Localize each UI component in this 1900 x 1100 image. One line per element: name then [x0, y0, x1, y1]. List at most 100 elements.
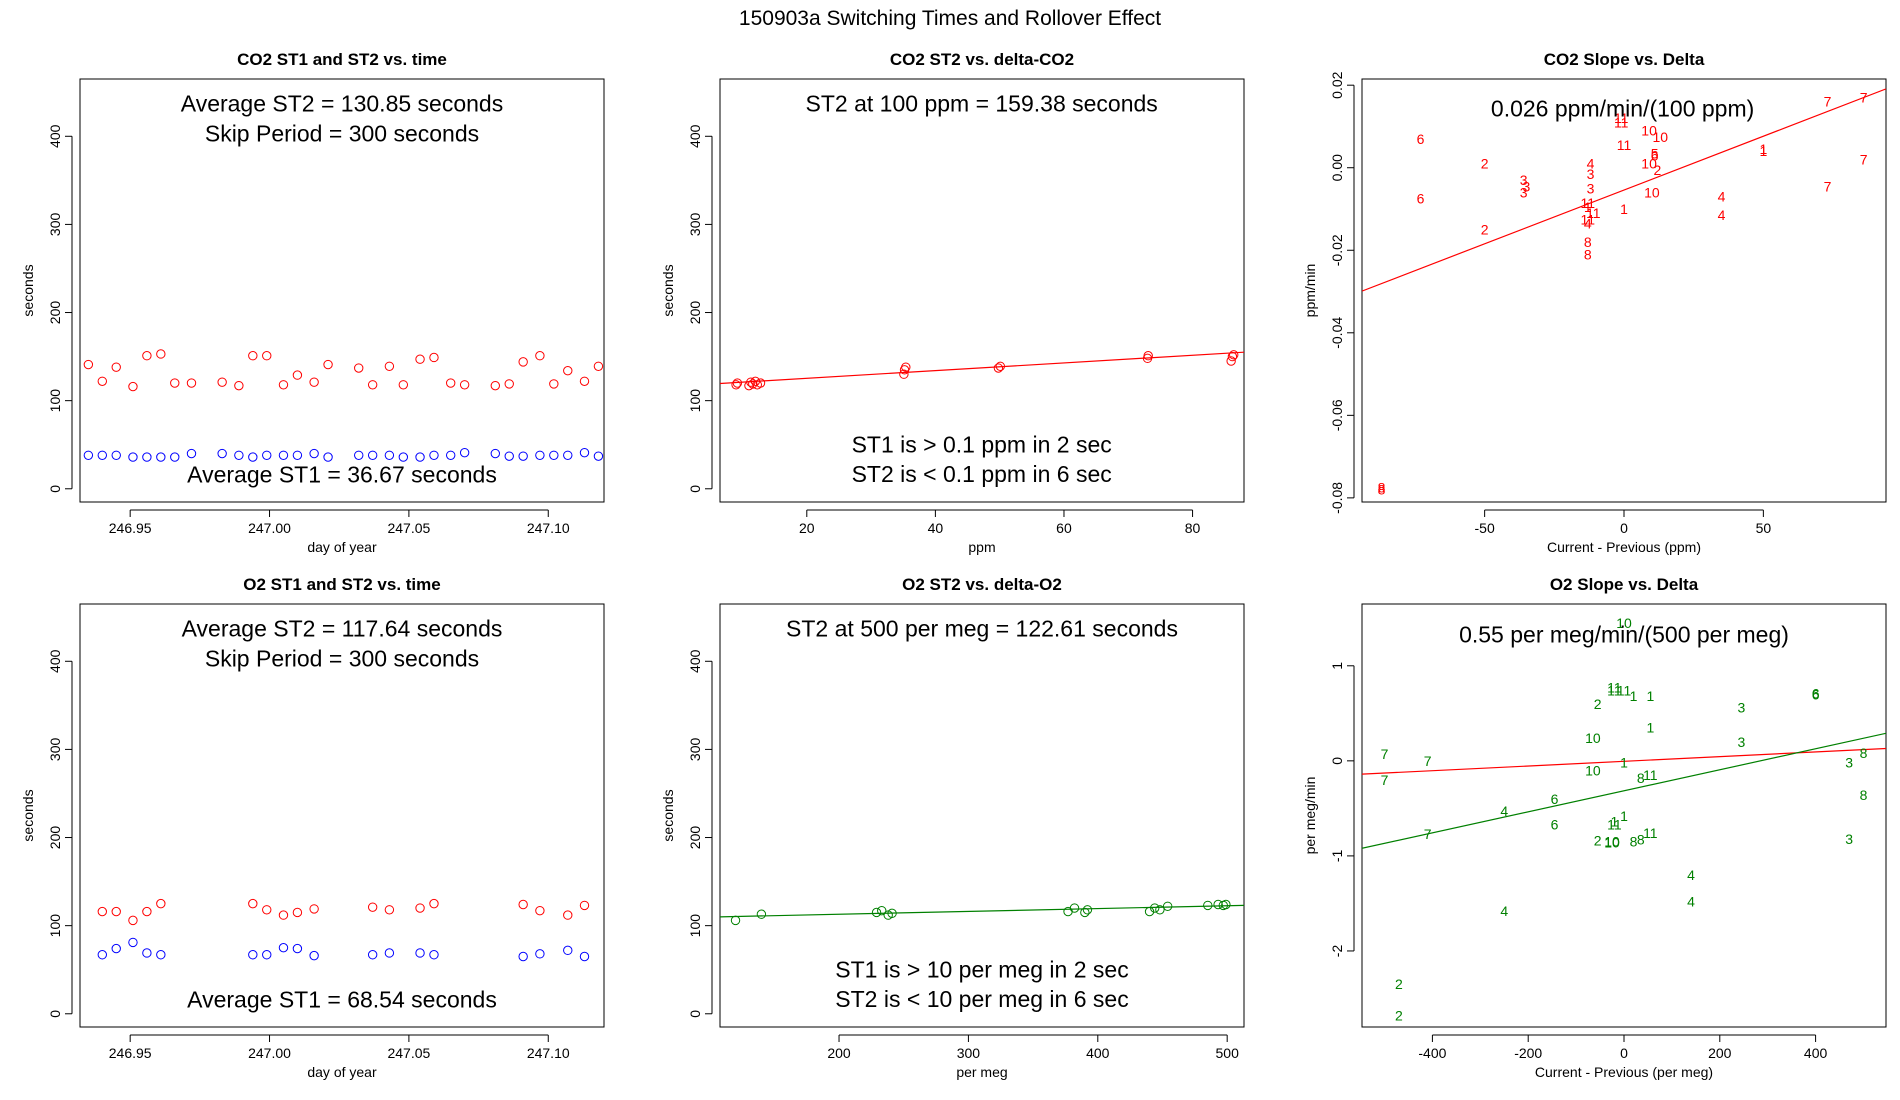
y-tick-label: 100 [47, 389, 63, 413]
point-st1 [309, 448, 319, 459]
y-tick-label: -0.08 [1329, 482, 1345, 514]
point-st1 [170, 452, 180, 462]
fit-line [720, 904, 1244, 918]
annotation: Average ST2 = 117.64 seconds [182, 616, 503, 642]
point-st2 [234, 380, 244, 391]
point-st2 [1143, 351, 1153, 361]
point-label: 6 [1551, 817, 1559, 833]
point-label: 3 [1523, 178, 1531, 194]
point-label: 4 [1718, 207, 1726, 223]
point-st2 [142, 906, 152, 917]
point-label: 7 [1381, 746, 1389, 762]
point-st1 [563, 945, 573, 956]
point-st1 [563, 450, 573, 460]
point-label: 7 [1424, 826, 1432, 842]
point-st2 [1082, 905, 1093, 915]
y-tick-label: 200 [47, 301, 63, 325]
y-tick-label: 0 [47, 1010, 63, 1018]
point-label: 7 [1824, 178, 1832, 194]
point-label: 1 [1630, 688, 1638, 704]
point-st1 [248, 452, 258, 462]
point-st2 [309, 377, 319, 387]
y-tick-label: 300 [47, 213, 63, 237]
point-st2 [518, 899, 528, 910]
x-tick-label: 200 [1708, 1045, 1732, 1061]
point-st2 [1213, 899, 1223, 910]
x-tick-label: -50 [1475, 520, 1495, 536]
x-tick-label: 0 [1620, 520, 1628, 536]
point-st2 [170, 378, 180, 388]
point-label: 1 [1620, 808, 1628, 824]
point-st1 [429, 950, 439, 960]
point-st2 [748, 379, 758, 389]
point-st1 [128, 452, 138, 462]
y-tick-label: 1 [1329, 662, 1345, 670]
y-tick-label: 200 [687, 826, 703, 850]
point-label: 2 [1594, 696, 1602, 712]
point-label: 11 [1607, 817, 1622, 833]
point-st1 [384, 948, 395, 958]
point-st1 [398, 452, 409, 462]
plot-frame [719, 603, 1245, 1028]
point-st1 [415, 948, 425, 958]
annotation: ST2 is < 10 per meg in 6 sec [835, 986, 1128, 1012]
point-st2 [593, 361, 604, 371]
annotation: 0.026 ppm/min/(100 ppm) [1491, 96, 1754, 122]
point-st1 [142, 452, 152, 462]
figure-title: 150903a Switching Times and Rollover Eff… [739, 7, 1161, 30]
point-st1 [248, 950, 258, 960]
point-st1 [549, 450, 559, 460]
point-st2 [1063, 906, 1073, 917]
x-tick-label: 20 [799, 520, 815, 536]
point-label: 6 [1812, 686, 1820, 702]
point-st1 [579, 447, 590, 458]
y-tick-label: 300 [47, 738, 63, 762]
point-st1 [156, 452, 166, 462]
point-label: 10 [1652, 129, 1668, 145]
panel-title: CO2 ST1 and ST2 vs. time [237, 50, 447, 69]
annotation: Average ST1 = 68.54 seconds [187, 987, 497, 1013]
point-st1 [186, 448, 197, 459]
point-st1 [111, 450, 121, 460]
point-st2 [248, 898, 258, 909]
annotation: ST1 is > 10 per meg in 2 sec [835, 957, 1128, 983]
point-st1 [367, 950, 378, 960]
x-tick-label: 247.00 [248, 1045, 291, 1061]
data-layer: 7777224466221010111110101110111888111111… [1362, 615, 1886, 1024]
point-label: 4 [1687, 867, 1695, 883]
point-label: 11 [1580, 211, 1595, 227]
y-axis-label: seconds [20, 264, 36, 316]
x-axis-label: ppm [968, 539, 995, 555]
point-label: 3 [1737, 700, 1745, 716]
point-st2 [429, 898, 439, 909]
point-label: 2 [1395, 976, 1403, 992]
point-st1 [292, 450, 303, 460]
point-st1 [504, 451, 514, 461]
point-label: 8 [1860, 787, 1868, 803]
x-tick-label: 247.05 [387, 520, 430, 536]
point-st2 [1155, 905, 1165, 915]
point-st2 [1221, 899, 1231, 910]
panel-p6: O2 Slope vs. Delta7777224466221010111110… [1302, 575, 1887, 1080]
point-label: 10 [1604, 835, 1620, 851]
x-axis-label: day of year [307, 1064, 377, 1080]
point-st2 [262, 905, 272, 915]
y-axis-label: seconds [20, 789, 36, 841]
x-tick-label: 246.95 [109, 1045, 152, 1061]
point-st1 [490, 448, 500, 459]
y-tick-label: -0.04 [1329, 317, 1345, 349]
y-tick-label: 100 [47, 914, 63, 938]
point-st2 [1203, 900, 1213, 911]
point-st2 [490, 380, 500, 391]
point-st2 [563, 910, 573, 920]
point-st1 [234, 450, 244, 460]
point-st2 [128, 381, 138, 392]
point-st2 [887, 908, 897, 919]
plot-frame [1361, 603, 1887, 1028]
point-label: 4 [1500, 803, 1508, 819]
point-st1 [535, 949, 545, 959]
point-st2 [1069, 903, 1080, 913]
point-label: 1 [1620, 755, 1628, 771]
panel-title: O2 Slope vs. Delta [1550, 575, 1699, 594]
